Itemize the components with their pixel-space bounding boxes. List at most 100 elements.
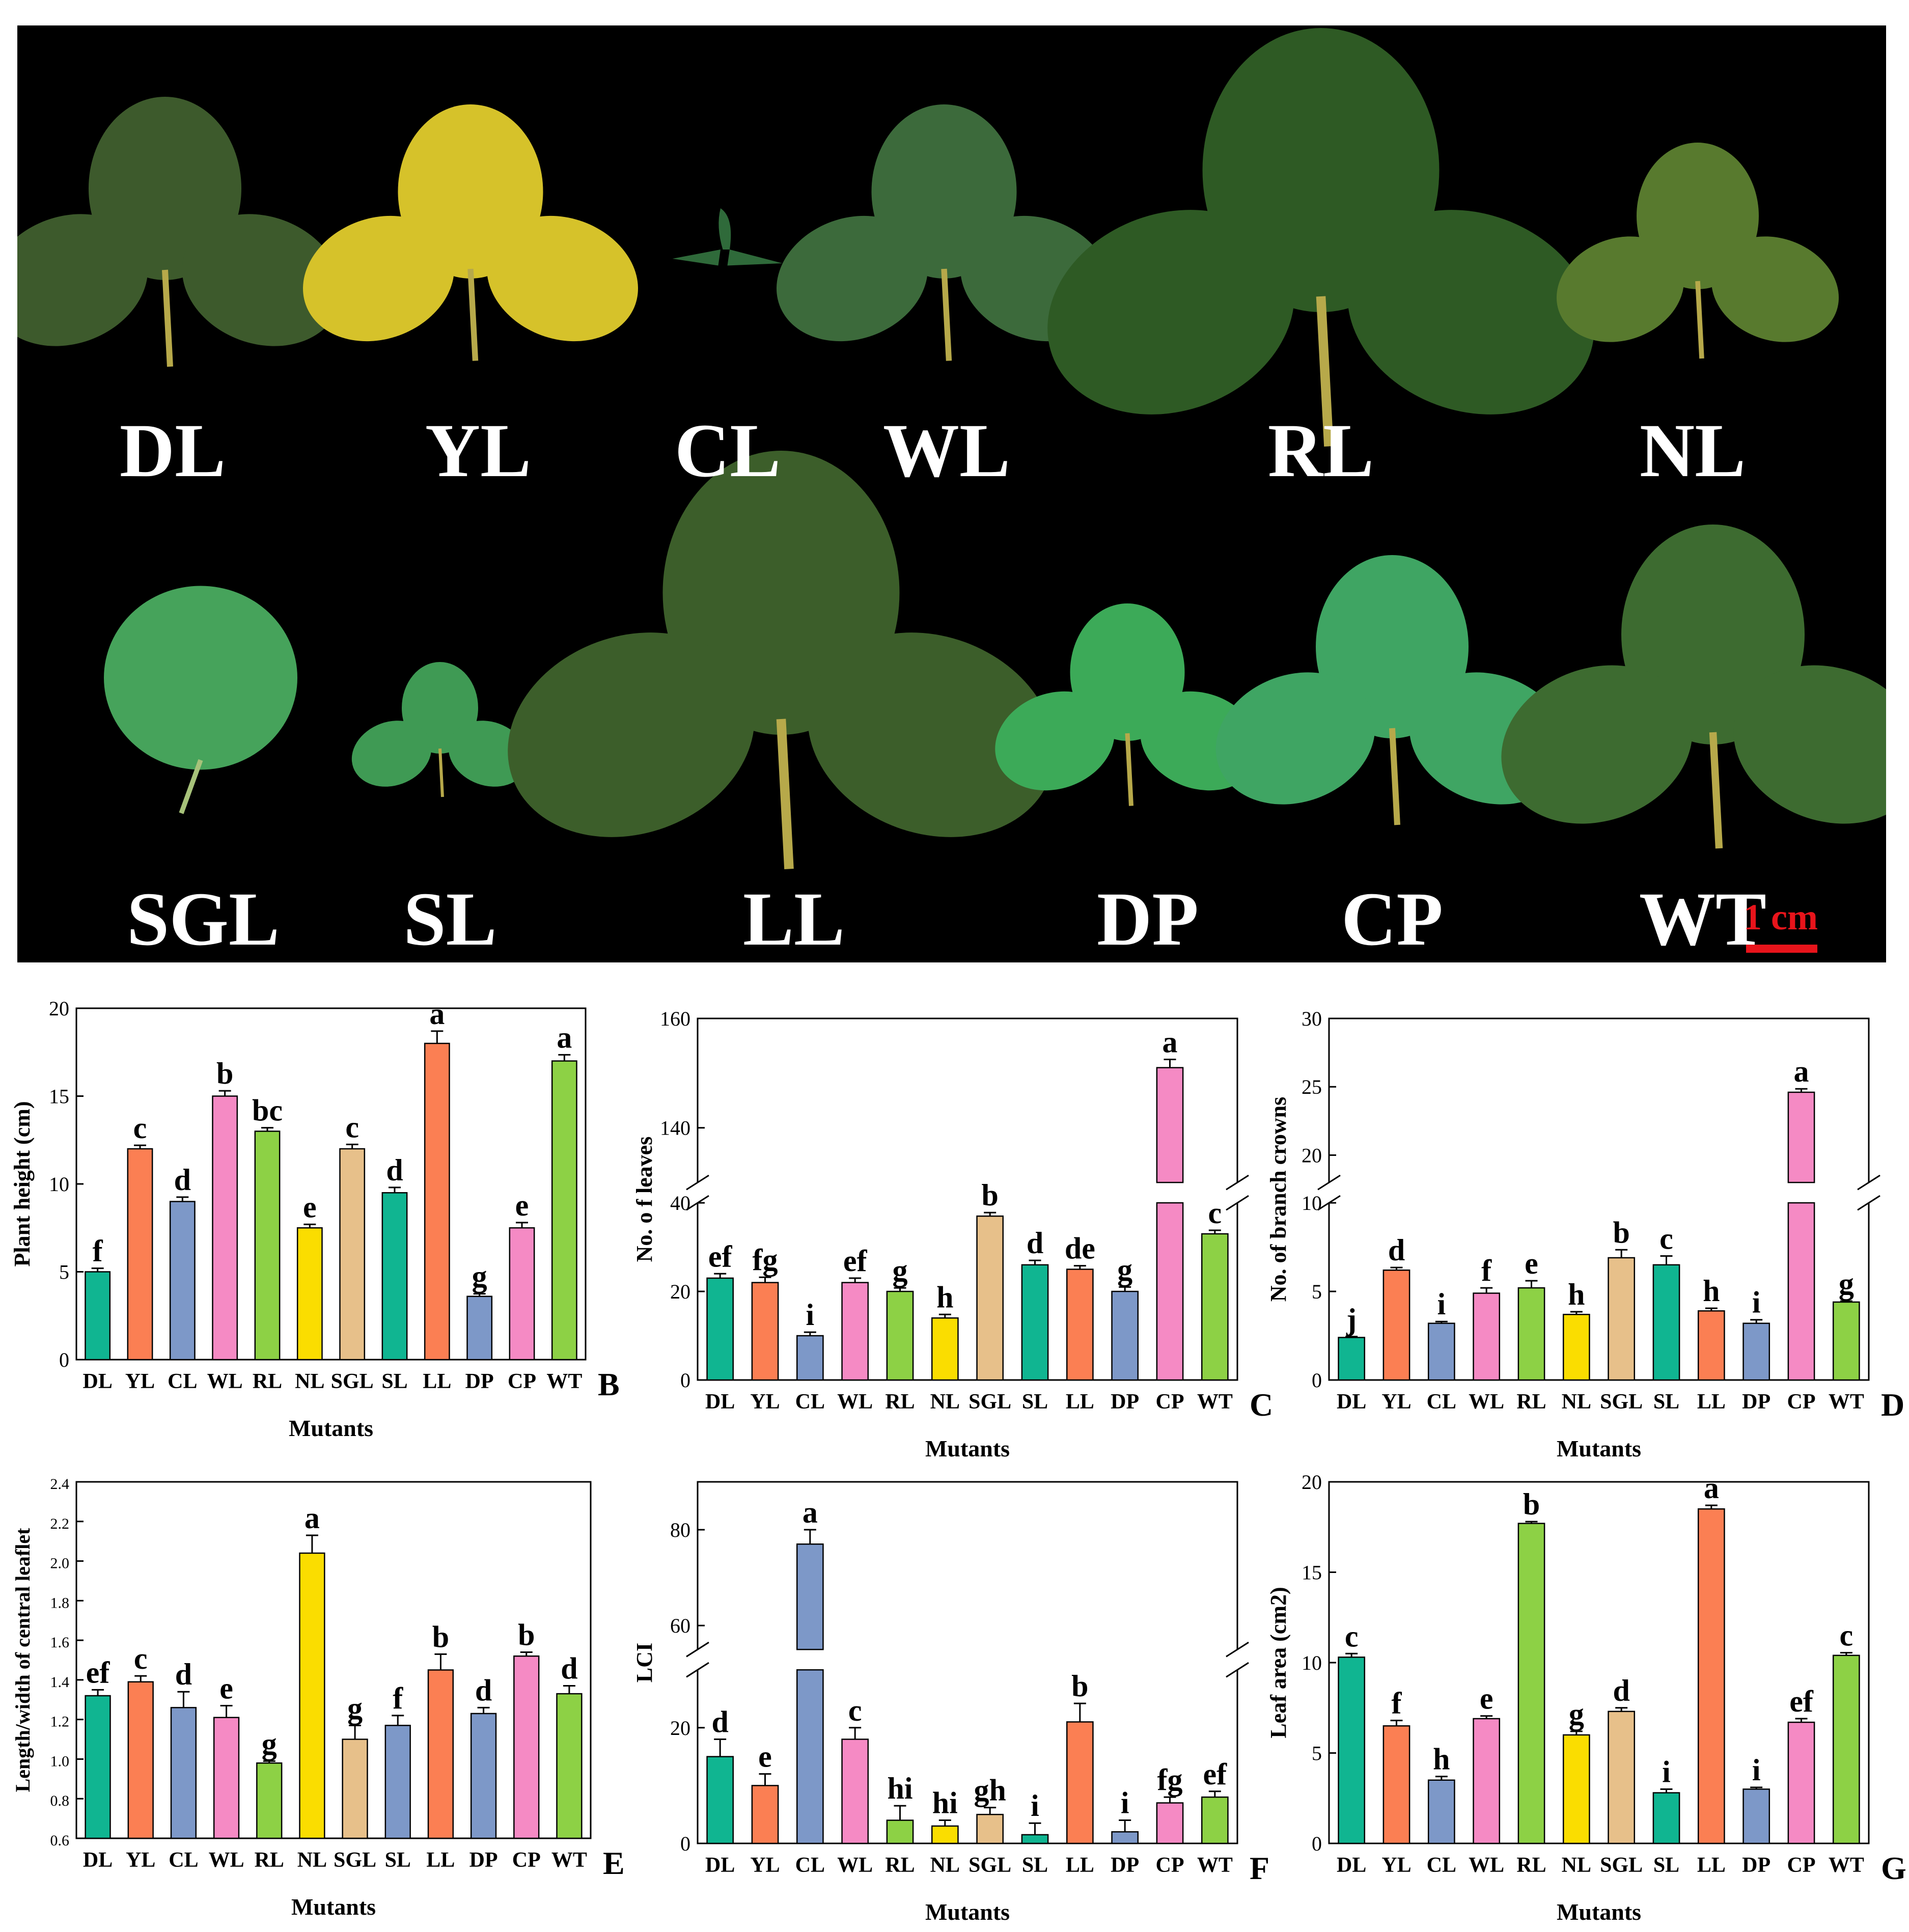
y-tick-label: 10 [1302,1651,1322,1674]
significance-letter: g [1839,1267,1854,1301]
bar [169,1201,196,1361]
bar [127,1681,154,1839]
leaf-label-ll: LL [742,877,845,961]
bar [796,1543,824,1650]
bar [751,1282,779,1381]
category-label: SGL [1600,1390,1643,1414]
significance-letter: e [303,1190,317,1224]
bar [1742,1788,1770,1844]
bar [1832,1301,1860,1381]
y-tick-label: 0 [1312,1369,1322,1392]
y-tick-label: 5 [1312,1280,1322,1303]
category-label: WT [546,1370,582,1393]
category-label: RL [885,1854,915,1877]
y-tick-label: 60 [670,1614,690,1637]
significance-letter: e [1480,1682,1493,1716]
bar [1697,1310,1725,1381]
bar [339,1148,366,1361]
significance-letter: h [936,1280,953,1314]
category-label: WL [1469,1390,1504,1414]
leaf-image [508,451,1055,869]
category-label: DL [83,1848,113,1872]
panel-letter: G [1881,1850,1906,1886]
panel-letter-a: A [1851,917,1877,956]
leaf-label-dl: DL [119,408,226,493]
bar [841,1738,869,1844]
leaf-image [17,97,342,367]
y-tick-label: 1.4 [50,1674,70,1691]
category-label: SL [381,1370,407,1393]
scale-bar [1746,945,1817,953]
bar [1382,1269,1410,1381]
significance-letter: d [175,1658,192,1691]
category-label: CL [795,1390,825,1414]
scale-label: 1 cm [1744,897,1818,937]
bar [1201,1233,1229,1381]
significance-letter: b [518,1618,535,1651]
y-tick-label: 0.6 [50,1832,70,1849]
x-axis-label: Mutants [289,1415,373,1441]
bar [85,1695,111,1839]
chart-lci: 0 20 60 80 d DL e YL a CL c WL hi RL hi NL gh SGL i SL b LL i D… [632,1481,1269,1925]
bar [1338,1657,1366,1844]
category-label: WT [1197,1854,1233,1877]
significance-letter: e [758,1740,772,1774]
bar [1562,1734,1590,1844]
significance-letter: b [432,1620,449,1653]
significance-letter: a [1163,1026,1178,1059]
bar [1787,1091,1815,1183]
significance-letter: gh [974,1774,1006,1807]
bar [551,1060,577,1361]
bar [931,1317,959,1381]
axis-break-mark [1226,1174,1249,1191]
significance-letter: h [1568,1278,1585,1311]
significance-letter: h [1703,1274,1720,1308]
significance-letter: c [848,1694,862,1727]
category-label: DP [1111,1390,1139,1414]
category-label: CP [1787,1854,1816,1877]
y-tick-label: 20 [1302,1144,1322,1167]
significance-letter: d [386,1153,403,1187]
significance-letter: bc [252,1094,283,1127]
x-axis-label: Mutants [291,1894,376,1920]
y-tick-label: 30 [1302,1007,1322,1030]
category-label: WL [209,1848,244,1872]
axis-break-mark [686,1662,709,1678]
bar [1066,1721,1094,1844]
bar [1608,1257,1636,1381]
significance-letter: hi [932,1786,958,1820]
significance-letter: c [1840,1618,1853,1652]
significance-letter: j [1346,1303,1357,1336]
y-axis-label: LCI [632,1643,657,1682]
significance-letter: ef [843,1244,868,1278]
bar [1156,1067,1184,1183]
category-label: SL [1022,1390,1048,1414]
category-label: DL [705,1390,735,1414]
leaf-image [303,104,638,361]
bar [976,1813,1004,1844]
category-label: CP [1156,1854,1184,1877]
category-label: DL [1337,1854,1366,1877]
y-tick-label: 140 [660,1117,690,1140]
category-label: LL [423,1370,451,1393]
category-label: WT [1197,1390,1233,1414]
bar [424,1042,450,1361]
leaf-label-dp: DP [1097,877,1199,961]
panel-letter: D [1881,1387,1904,1423]
significance-letter: a [1794,1055,1809,1088]
category-label: CL [169,1848,198,1872]
significance-letter: ef [86,1655,110,1689]
axis-break-mark [686,1641,709,1658]
chart-branch-crowns: 0 5 10 20 25 30 j DL d YL i CL f WL e RL h NL b SGL c SL h LL i D… [1266,1007,1904,1461]
significance-letter: b [1071,1669,1088,1703]
category-label: SGL [334,1848,376,1872]
y-tick-label: 2.0 [50,1555,70,1572]
bar [213,1717,240,1839]
bar [299,1552,325,1839]
y-tick-label: 1.6 [50,1634,70,1651]
bar [751,1785,779,1844]
category-label: WT [1829,1390,1864,1414]
bar [796,1335,824,1381]
y-tick-label: 160 [660,1007,690,1030]
category-label: LL [1697,1390,1726,1414]
